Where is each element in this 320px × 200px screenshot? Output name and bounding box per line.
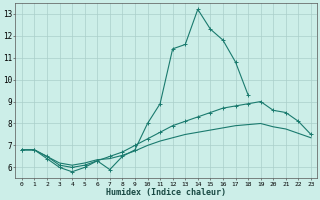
X-axis label: Humidex (Indice chaleur): Humidex (Indice chaleur) xyxy=(106,188,226,197)
